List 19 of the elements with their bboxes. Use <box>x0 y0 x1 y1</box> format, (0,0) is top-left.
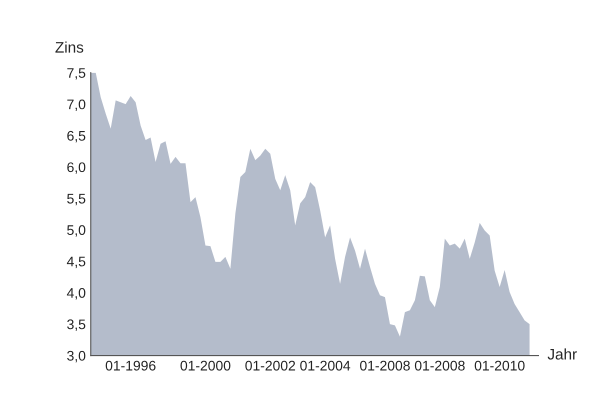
x-tick-label: 01-2008 <box>414 360 465 371</box>
y-tick-label: 4,0 <box>66 288 86 300</box>
x-axis-title: Jahr <box>548 348 577 360</box>
y-tick-label: 5,5 <box>67 194 86 206</box>
y-tick-label: 4,5 <box>66 256 86 268</box>
y-tick-label: 7,0 <box>67 99 86 111</box>
x-tick-label: 01-1996 <box>106 360 156 371</box>
y-axis-title: Zins <box>55 42 84 53</box>
y-tick-label: 3,0 <box>67 350 86 362</box>
x-tick-label: 01-2000 <box>180 360 230 371</box>
x-tick-label: 01-2004 <box>300 360 350 371</box>
x-tick-label: 01-2010 <box>474 360 525 371</box>
y-tick-label: 5,0 <box>67 225 86 237</box>
y-tick-label: 6,0 <box>67 162 86 174</box>
y-tick-label: 6,5 <box>67 130 86 142</box>
y-tick-label: 3,5 <box>67 319 86 331</box>
x-tick-label: 01-2002 <box>245 360 296 371</box>
x-tick-label: 01-2008 <box>360 360 410 371</box>
y-tick-label: 7,5 <box>67 68 86 80</box>
